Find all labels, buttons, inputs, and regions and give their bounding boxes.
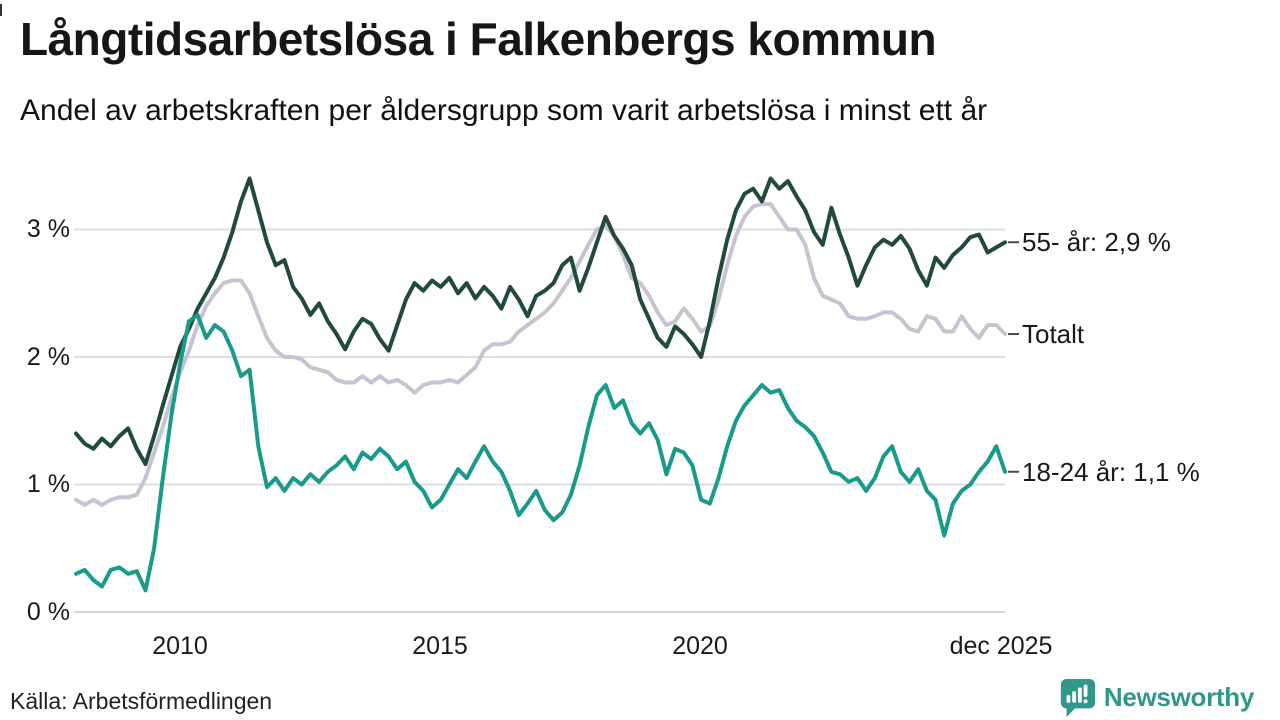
x-axis-label-2015: 2015 bbox=[412, 632, 468, 660]
newsworthy-logo-text: Newsworthy bbox=[1103, 681, 1254, 712]
newsworthy-logo: Newsworthy bbox=[1058, 677, 1254, 717]
y-axis-label-2: 2 % bbox=[26, 343, 70, 371]
x-axis-label-dec-2025: dec 2025 bbox=[949, 632, 1053, 660]
y-axis-label-1: 1 % bbox=[26, 470, 70, 498]
series-label-55-ar: 55- år: 2,9 % bbox=[1022, 227, 1171, 258]
x-axis-label-2010: 2010 bbox=[152, 632, 208, 660]
y-axis-label-0: 0 % bbox=[26, 598, 70, 626]
page-title: Långtidsarbetslösa i Falkenbergs kommun bbox=[20, 13, 937, 65]
series-label-18-24-ar: 18-24 år: 1,1 % bbox=[1022, 456, 1200, 487]
series-label-totalt: Totalt bbox=[1022, 319, 1085, 350]
source-note: Källa: Arbetsförmedlingen bbox=[10, 688, 273, 714]
y-axis-label-3: 3 % bbox=[26, 215, 70, 243]
page-subtitle: Andel av arbetskraften per åldersgrupp s… bbox=[20, 94, 988, 127]
newsworthy-logo-icon bbox=[1060, 678, 1095, 717]
edge-artifact bbox=[0, 4, 2, 16]
x-axis-label-2020: 2020 bbox=[672, 632, 728, 660]
